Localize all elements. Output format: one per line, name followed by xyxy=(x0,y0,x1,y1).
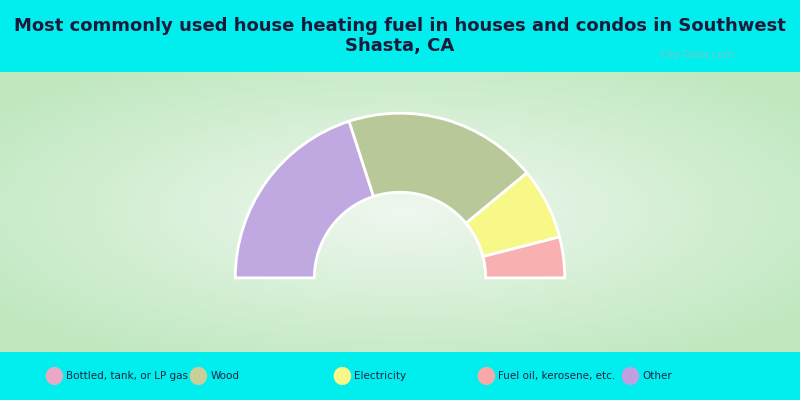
Ellipse shape xyxy=(46,367,63,385)
Text: Other: Other xyxy=(642,371,672,381)
Text: City-Data.com: City-Data.com xyxy=(659,50,734,60)
Ellipse shape xyxy=(190,367,207,385)
Ellipse shape xyxy=(478,367,495,385)
Ellipse shape xyxy=(334,367,351,385)
Text: Electricity: Electricity xyxy=(354,371,406,381)
Text: Fuel oil, kerosene, etc.: Fuel oil, kerosene, etc. xyxy=(498,371,616,381)
Text: Most commonly used house heating fuel in houses and condos in Southwest
Shasta, : Most commonly used house heating fuel in… xyxy=(14,17,786,55)
Wedge shape xyxy=(466,173,559,256)
Wedge shape xyxy=(235,121,374,278)
Ellipse shape xyxy=(622,367,639,385)
Wedge shape xyxy=(483,237,565,278)
Text: Wood: Wood xyxy=(210,371,239,381)
Wedge shape xyxy=(349,113,527,223)
Text: Bottled, tank, or LP gas: Bottled, tank, or LP gas xyxy=(66,371,189,381)
